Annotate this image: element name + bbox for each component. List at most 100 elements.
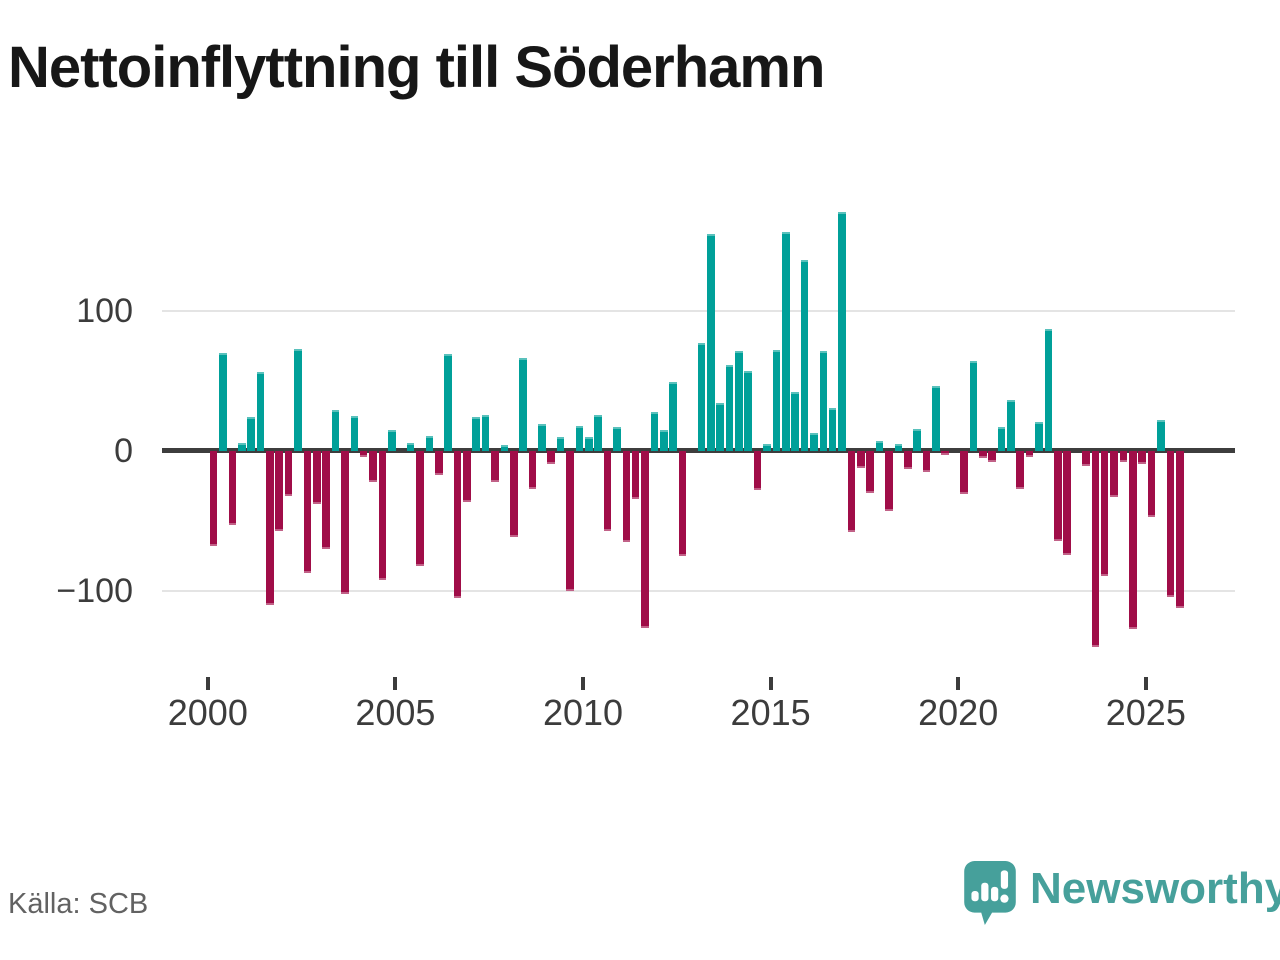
bar-2025-Q4 xyxy=(1175,451,1184,609)
bar-2003-Q4 xyxy=(350,415,359,451)
bar-2009-Q2 xyxy=(556,436,565,451)
x-axis-tick xyxy=(205,677,210,690)
bar-2000-Q1 xyxy=(209,451,218,547)
bar-2020-Q3 xyxy=(978,451,987,458)
bar-2009-Q3 xyxy=(566,451,574,592)
bar-2022-Q4 xyxy=(1063,451,1071,555)
bar-2009-Q4 xyxy=(575,425,584,451)
bar-2019-Q3 xyxy=(941,451,950,456)
bar-2006-Q4 xyxy=(463,451,471,502)
x-axis-tick-label: 2025 xyxy=(1105,692,1186,733)
bar-2017-Q1 xyxy=(847,451,856,533)
bar-2005-Q3 xyxy=(416,451,424,567)
bar-2023-Q2 xyxy=(1082,451,1090,467)
bar-2022-Q3 xyxy=(1054,451,1062,541)
bar-2021-Q1 xyxy=(997,427,1006,451)
bar-2004-Q4 xyxy=(388,429,396,451)
bar-2009-Q1 xyxy=(547,451,556,464)
bar-2014-Q1 xyxy=(735,351,743,451)
bar-2002-Q4 xyxy=(312,451,321,505)
bar-2016-Q2 xyxy=(819,351,828,451)
bar-2022-Q1 xyxy=(1035,421,1043,451)
y-axis-tick-label: −100 xyxy=(56,572,133,611)
bar-2013-Q3 xyxy=(716,403,724,451)
y-axis-tick-label: 100 xyxy=(76,291,133,330)
bar-2014-Q2 xyxy=(744,371,753,451)
chart-title: Nettoinflyttning till Söderhamn xyxy=(8,35,825,100)
bar-2020-Q2 xyxy=(969,361,978,451)
bar-2023-Q3 xyxy=(1091,451,1100,648)
bar-2013-Q4 xyxy=(725,365,734,451)
bar-2019-Q2 xyxy=(932,386,940,451)
x-axis-tick-label: 2015 xyxy=(730,692,811,733)
bar-2014-Q4 xyxy=(763,443,771,451)
bar-2008-Q3 xyxy=(528,451,537,489)
bar-2004-Q2 xyxy=(369,451,377,482)
bar-2015-Q4 xyxy=(800,260,809,451)
bar-2015-Q1 xyxy=(772,349,781,451)
bar-2025-Q3 xyxy=(1166,451,1175,597)
bar-2021-Q4 xyxy=(1025,451,1034,457)
bar-2018-Q4 xyxy=(913,428,921,451)
bar-2006-Q1 xyxy=(434,451,443,475)
bar-2010-Q1 xyxy=(585,436,593,451)
bar-2011-Q3 xyxy=(641,451,649,628)
bar-2007-Q1 xyxy=(472,417,481,451)
bar-2014-Q3 xyxy=(753,451,762,491)
bar-2019-Q1 xyxy=(922,451,931,473)
bar-2023-Q4 xyxy=(1100,451,1109,576)
bar-2002-Q2 xyxy=(294,348,302,451)
bar-2024-Q2 xyxy=(1119,451,1128,463)
bar-2017-Q2 xyxy=(857,451,865,468)
bar-2012-Q1 xyxy=(660,429,668,451)
bar-2006-Q2 xyxy=(444,354,452,451)
bar-2010-Q4 xyxy=(613,427,621,451)
x-axis-tick xyxy=(581,677,585,690)
newsworthy-logo-icon xyxy=(964,861,1016,925)
bar-2005-Q2 xyxy=(406,442,415,451)
bar-2003-Q1 xyxy=(322,451,330,550)
x-axis-tick-label: 2010 xyxy=(542,692,624,733)
y-axis-tick-label: 0 xyxy=(114,432,133,470)
bar-2020-Q1 xyxy=(960,451,968,495)
bar-2024-Q4 xyxy=(1138,451,1146,464)
bar-2018-Q2 xyxy=(894,443,903,451)
bar-2024-Q3 xyxy=(1129,451,1137,630)
bar-2006-Q3 xyxy=(453,451,462,599)
bar-2017-Q4 xyxy=(875,441,884,451)
bar-2007-Q4 xyxy=(500,445,509,451)
bar-2002-Q1 xyxy=(284,451,293,496)
bar-2001-Q2 xyxy=(256,372,265,451)
bar-2020-Q4 xyxy=(988,451,996,463)
newsworthy-wordmark: Newsworthy xyxy=(1030,864,1280,913)
bar-2024-Q1 xyxy=(1110,451,1118,498)
bar-2022-Q2 xyxy=(1044,328,1053,451)
bar-2015-Q2 xyxy=(781,232,790,451)
bar-2000-Q2 xyxy=(219,352,227,451)
x-axis-tick-label: 2000 xyxy=(167,692,248,733)
x-axis-tick xyxy=(956,677,961,690)
bar-2011-Q2 xyxy=(631,451,640,499)
bar-2011-Q4 xyxy=(650,411,659,451)
bar-2010-Q2 xyxy=(594,414,602,451)
bar-2010-Q3 xyxy=(603,451,612,531)
bar-2007-Q3 xyxy=(491,451,499,482)
y-gridline xyxy=(162,309,1235,312)
bar-2005-Q4 xyxy=(425,435,434,451)
bar-2003-Q2 xyxy=(331,410,340,451)
bar-2025-Q2 xyxy=(1157,420,1165,451)
bar-2013-Q1 xyxy=(697,342,706,451)
bar-2001-Q1 xyxy=(247,417,255,451)
x-axis-tick xyxy=(1143,677,1148,690)
bar-2025-Q1 xyxy=(1147,451,1156,517)
bar-2008-Q2 xyxy=(519,358,527,451)
x-axis-tick xyxy=(393,677,398,690)
x-axis-tick xyxy=(768,677,773,690)
bar-2018-Q1 xyxy=(885,451,893,512)
x-axis-tick-label: 2005 xyxy=(355,692,436,733)
bar-2011-Q1 xyxy=(622,451,631,543)
bar-2008-Q1 xyxy=(509,451,518,537)
bar-2015-Q3 xyxy=(791,392,799,451)
bar-2003-Q3 xyxy=(341,451,349,595)
